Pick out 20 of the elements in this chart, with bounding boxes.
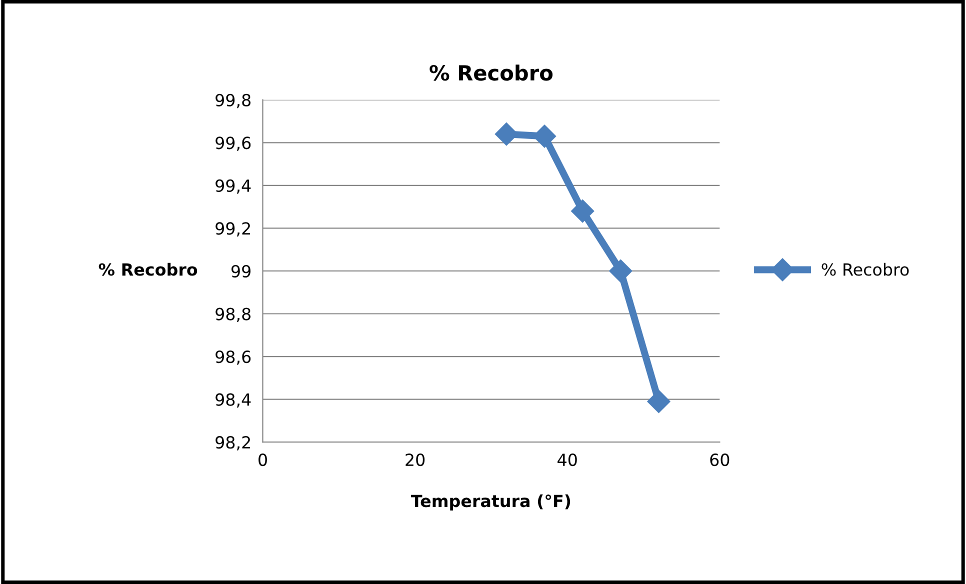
chart-title: % Recobro	[430, 64, 553, 81]
x-tick-label: 20	[406, 453, 425, 466]
legend-label: % Recobro	[822, 262, 909, 276]
y-tick-label: 98,2	[216, 436, 250, 450]
point	[647, 390, 670, 413]
y-tick-label: 99,8	[216, 94, 250, 108]
x-tick-label: 60	[710, 453, 730, 466]
y-tick-label: 99,4	[216, 179, 251, 194]
point	[571, 200, 594, 223]
y-axis-title: % Recobro	[98, 262, 198, 276]
y-tick-label: 99,6	[216, 136, 251, 151]
y-tick-label: 98,4	[216, 393, 251, 408]
point	[609, 259, 632, 282]
x-tick-label: 0	[258, 453, 267, 466]
y-tick-label: 98,6	[216, 350, 251, 365]
y-tick-label: 99,2	[216, 222, 250, 236]
y-tick-label: 99	[231, 264, 250, 278]
y-tick-label: 98,8	[216, 308, 250, 322]
x-tick-label: 40	[558, 453, 577, 466]
x-axis-title: Temperatura (°F)	[411, 494, 570, 510]
